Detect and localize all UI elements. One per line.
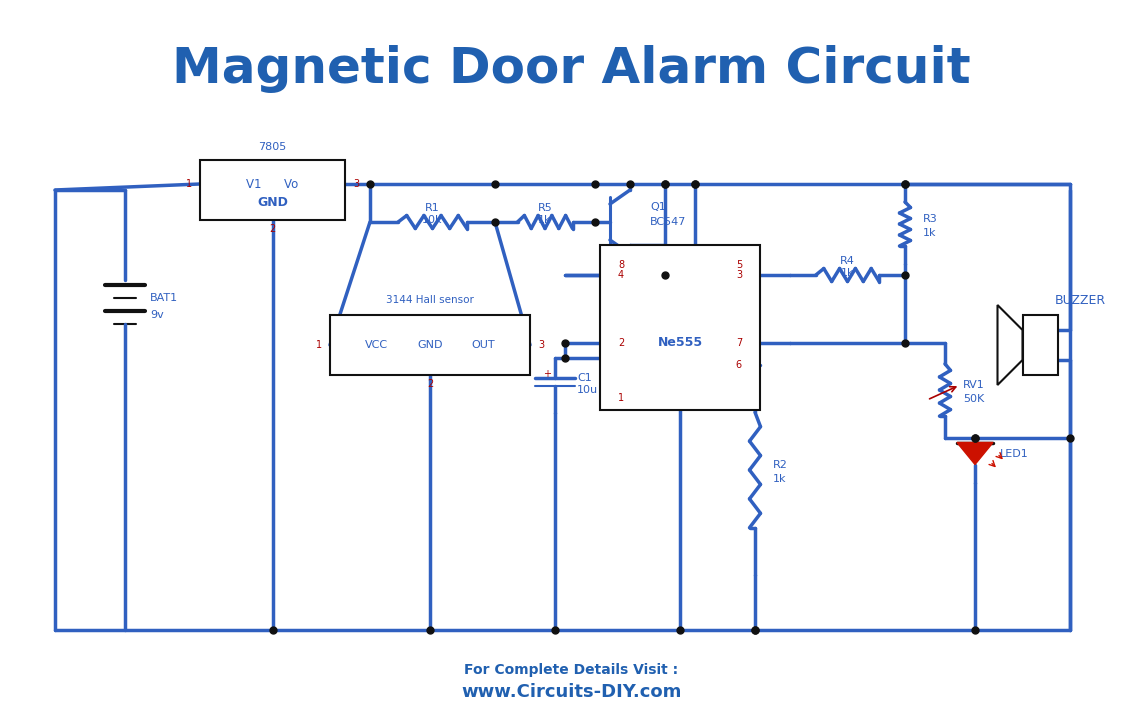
Text: GND: GND (257, 196, 288, 209)
Text: 50K: 50K (964, 394, 984, 404)
Text: 1: 1 (315, 340, 322, 350)
Text: BC547: BC547 (650, 217, 687, 227)
Text: Magnetic Door Alarm Circuit: Magnetic Door Alarm Circuit (173, 45, 970, 93)
Text: 1k: 1k (924, 228, 936, 238)
Text: C1: C1 (577, 372, 592, 382)
Text: 1k: 1k (538, 215, 552, 225)
Text: 9v: 9v (150, 310, 163, 320)
Text: 2: 2 (618, 338, 624, 348)
FancyBboxPatch shape (1023, 315, 1057, 375)
Text: For Complete Details Visit :: For Complete Details Visit : (464, 663, 679, 677)
Text: R1: R1 (425, 203, 440, 213)
Text: LED1: LED1 (1000, 449, 1029, 459)
Text: 2: 2 (426, 379, 433, 389)
Text: R5: R5 (537, 203, 552, 213)
Text: 2: 2 (270, 224, 275, 234)
Text: www.Circuits-DIY.com: www.Circuits-DIY.com (462, 683, 681, 701)
Text: 7805: 7805 (258, 142, 287, 152)
Text: R2: R2 (773, 460, 788, 470)
Text: 10k: 10k (422, 215, 442, 225)
Text: +: + (543, 369, 551, 379)
Text: V1      Vo: V1 Vo (247, 178, 298, 191)
FancyBboxPatch shape (330, 315, 530, 375)
Polygon shape (957, 443, 993, 464)
Text: 5: 5 (736, 260, 742, 270)
Text: OUT: OUT (471, 340, 495, 350)
Text: 1k: 1k (773, 474, 786, 484)
Text: 1k: 1k (841, 268, 854, 278)
Text: BAT1: BAT1 (150, 293, 178, 303)
Text: 3: 3 (736, 270, 742, 280)
Text: VCC: VCC (365, 340, 389, 350)
Text: 1: 1 (186, 179, 192, 189)
Text: RV1: RV1 (964, 380, 985, 390)
Text: 7: 7 (736, 338, 742, 348)
Text: R4: R4 (840, 256, 855, 266)
Text: R3: R3 (924, 214, 937, 224)
Text: 1: 1 (618, 393, 624, 403)
FancyBboxPatch shape (600, 245, 760, 410)
Text: 3: 3 (353, 179, 359, 189)
Text: 3144 Hall sensor: 3144 Hall sensor (386, 295, 474, 305)
Text: GND: GND (417, 340, 442, 350)
Text: BUZZER: BUZZER (1055, 294, 1106, 307)
Text: 10u: 10u (577, 384, 598, 395)
Text: 3: 3 (538, 340, 544, 350)
Text: 8: 8 (618, 260, 624, 270)
Text: 6: 6 (736, 360, 742, 370)
Text: 4: 4 (618, 270, 624, 280)
Text: Q1: Q1 (650, 202, 665, 212)
FancyBboxPatch shape (200, 160, 345, 220)
Text: Ne555: Ne555 (657, 336, 703, 349)
